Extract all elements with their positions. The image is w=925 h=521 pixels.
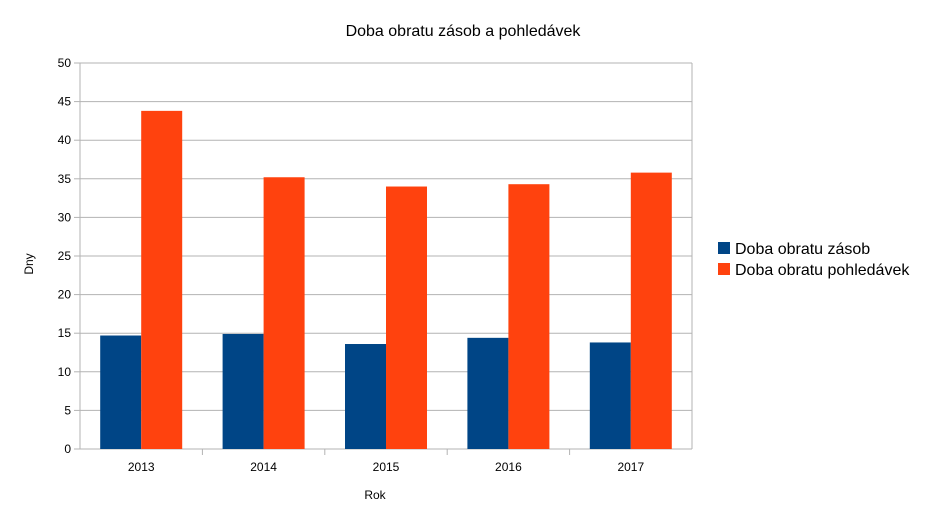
y-tick-label: 35	[58, 172, 72, 186]
y-tick-label: 10	[58, 365, 72, 379]
legend: Doba obratu zásob Doba obratu pohledávek	[718, 241, 910, 279]
bars	[100, 110, 672, 450]
bar-zasob-2015	[345, 344, 386, 449]
bar-pohledavek-2014	[263, 177, 305, 450]
y-tick-label: 15	[58, 326, 72, 340]
legend-label: Doba obratu zásob	[735, 241, 870, 258]
y-tick-label: 0	[64, 442, 71, 456]
bar-zasob-2017	[589, 342, 631, 449]
y-tick-label: 20	[58, 288, 72, 302]
bar-pohledavek-2016	[508, 184, 550, 450]
y-tick-labels: 0 5 10 15 20 25 30 35 40 45 50	[58, 56, 72, 456]
bar-zasob-2014	[222, 333, 264, 449]
legend-swatch	[718, 242, 730, 254]
y-tick-label: 40	[58, 133, 72, 147]
legend-label: Doba obratu pohledávek	[735, 262, 910, 279]
x-tick-labels: 2013 2014 2015 2016 2017	[128, 460, 645, 474]
x-tick-label: 2013	[128, 460, 155, 474]
x-axis-title: Rok	[364, 488, 386, 502]
y-tick-label: 30	[58, 210, 72, 224]
x-tick-label: 2014	[250, 460, 277, 474]
bar-pohledavek-2017	[630, 172, 672, 449]
y-tick-label: 50	[58, 56, 72, 70]
y-tick-label: 25	[58, 249, 72, 263]
x-tick-label: 2017	[617, 460, 644, 474]
y-tick-label: 45	[58, 95, 72, 109]
chart-title: Doba obratu zásob a pohledávek	[346, 23, 582, 40]
bar-zasob-2013	[100, 335, 142, 449]
bar-pohledavek-2013	[141, 110, 183, 449]
bar-zasob-2016	[467, 337, 509, 449]
legend-swatch	[718, 263, 730, 275]
y-tick-label: 5	[64, 403, 71, 417]
bar-pohledavek-2015	[386, 186, 427, 449]
x-tick-label: 2016	[495, 460, 522, 474]
y-axis-title: Dny	[22, 253, 36, 274]
x-tick-label: 2015	[373, 460, 400, 474]
